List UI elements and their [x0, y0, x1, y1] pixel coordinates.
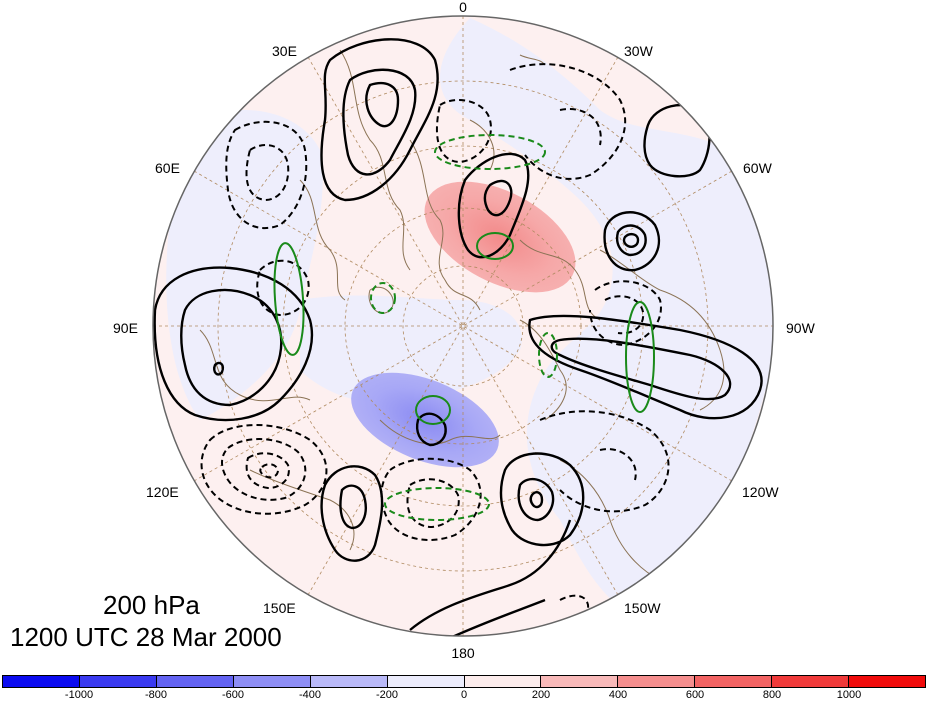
- lon-label-90e: 90E: [113, 320, 138, 336]
- lon-label-120w: 120W: [742, 484, 779, 500]
- lon-label-30w: 30W: [624, 43, 654, 59]
- lon-label-180: 180: [451, 645, 475, 661]
- colorbar-swatch: [79, 676, 157, 687]
- map-disk: [153, 16, 773, 636]
- lon-label-0: 0: [459, 0, 467, 15]
- colorbar-swatch: [233, 676, 311, 687]
- colorbar-swatch: [156, 676, 234, 687]
- positive-contours: [153, 38, 763, 636]
- colorbar-swatch: [772, 676, 850, 687]
- colorbar-swatch: [618, 676, 696, 687]
- lon-label-60w: 60W: [743, 160, 773, 176]
- colorbar-tick-label: -800: [144, 689, 168, 701]
- colorbar-tick-label: 1000: [836, 689, 862, 701]
- colorbar-swatch: [464, 676, 542, 687]
- colorbar-tick-label: -200: [375, 689, 399, 701]
- colorbar-tick-label: 800: [762, 689, 782, 701]
- lon-label-90w: 90W: [786, 320, 816, 336]
- colorbar-tick-label: 600: [685, 689, 705, 701]
- valid-time-title: 1200 UTC 28 Mar 2000: [10, 622, 282, 652]
- colorbar-swatch: [3, 676, 80, 687]
- positive-anomaly-blob: [424, 181, 576, 293]
- colorbar-swatch: [695, 676, 773, 687]
- green-dashed-contours: [370, 134, 558, 521]
- colorbar: [2, 675, 926, 688]
- colorbar-tick-label: 400: [608, 689, 628, 701]
- colorbar-labels: -1000 -800 -600 -400 -200 0 200 400 600 800 1000: [0, 689, 928, 702]
- colorbar-tick-label: -600: [221, 689, 245, 701]
- light-blue-region: [300, 295, 522, 404]
- lon-label-150e: 150E: [263, 600, 296, 616]
- lon-label-30e: 30E: [272, 43, 297, 59]
- colorbar-tick-label: -1000: [64, 689, 94, 701]
- colorbar-tick-label: 0: [460, 689, 468, 701]
- colorbar-swatch: [541, 676, 619, 687]
- longitude-labels: 0 30W 60W 90W 120W 150W 180 150E 120E 90…: [113, 0, 816, 661]
- green-contours: [273, 232, 655, 425]
- colorbar-tick-label: -400: [298, 689, 322, 701]
- pressure-level-title: 200 hPa: [103, 590, 200, 620]
- lon-label-120e: 120E: [146, 484, 179, 500]
- lon-label-150w: 150W: [624, 600, 661, 616]
- colorbar-swatch: [387, 676, 465, 687]
- lon-label-60e: 60E: [155, 160, 180, 176]
- polar-map: 0 30W 60W 90W 120W 150W 180 150E 120E 90…: [113, 0, 816, 661]
- map-boundary: [152, 15, 774, 637]
- colorbar-tick-label: 200: [531, 689, 551, 701]
- colorbar-swatch: [310, 676, 388, 687]
- colorbar-swatch: [849, 676, 926, 687]
